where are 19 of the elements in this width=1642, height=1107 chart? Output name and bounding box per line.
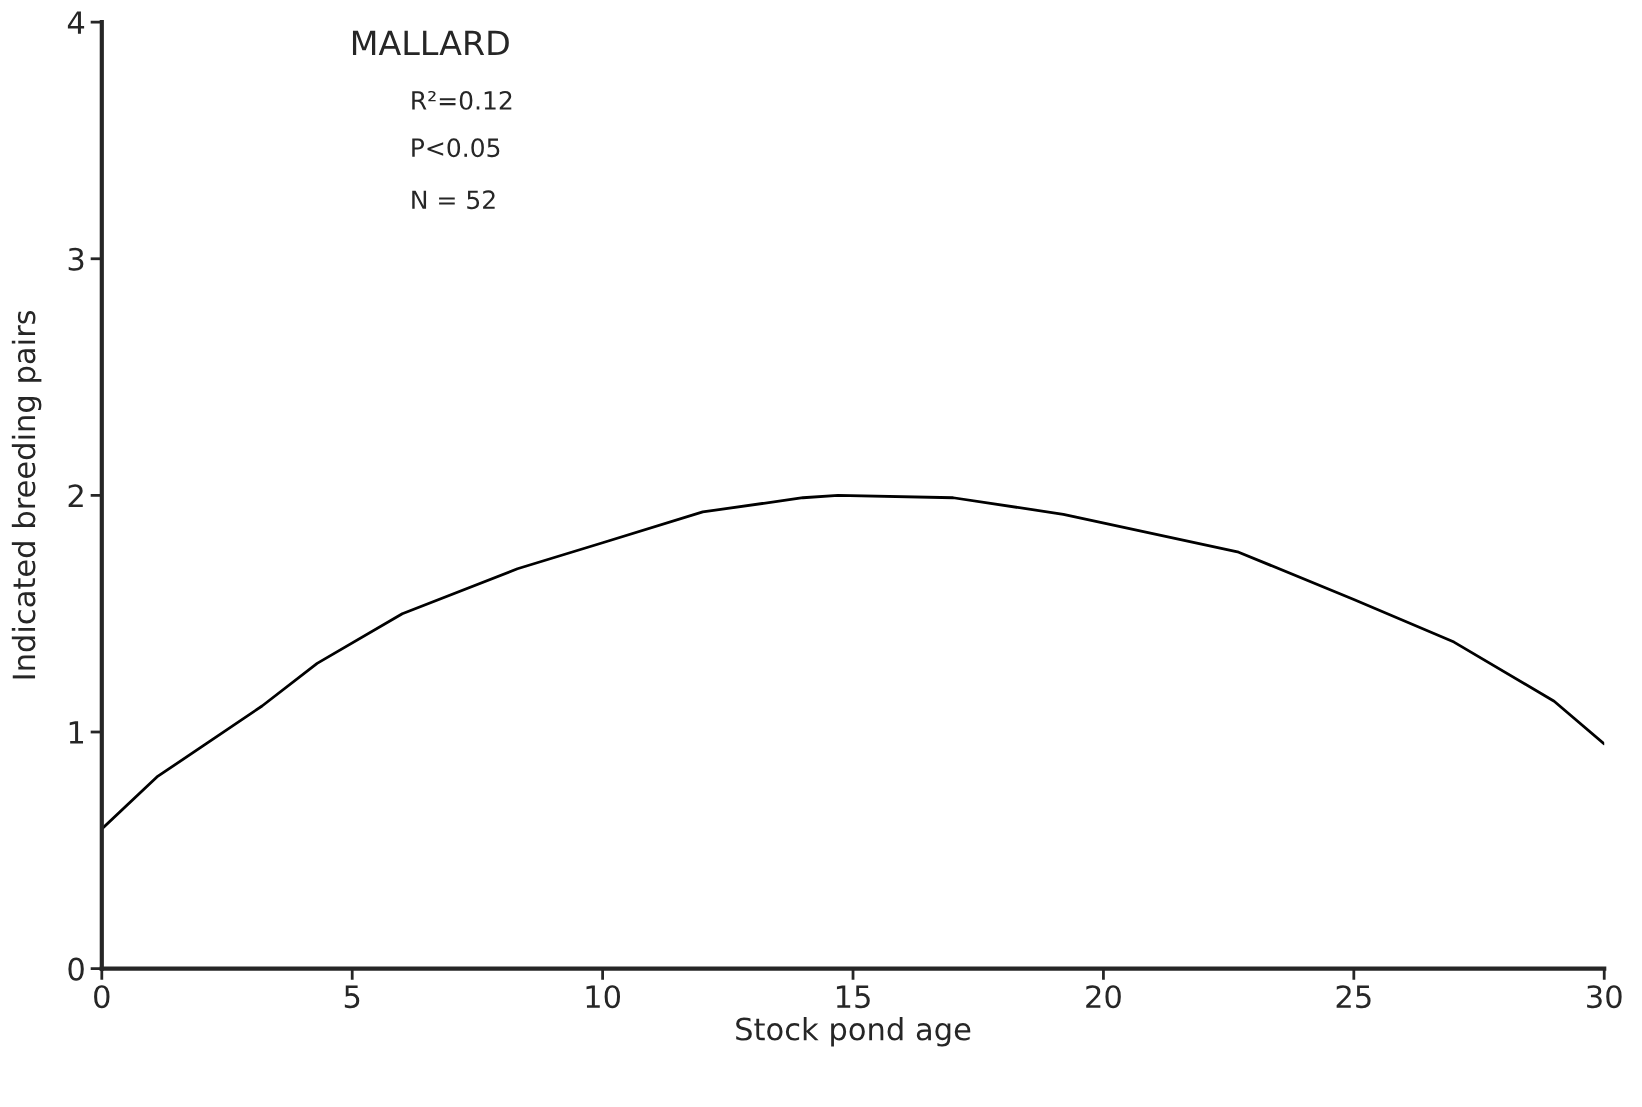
x-tick-label: 10 bbox=[586, 985, 621, 1009]
line-series bbox=[101, 493, 1605, 831]
x-tick-label: 20 bbox=[1086, 985, 1121, 1009]
x-tick-label: 25 bbox=[1336, 985, 1371, 1009]
x-tick-label: 15 bbox=[836, 985, 870, 1009]
annotation: N = 52 bbox=[412, 190, 495, 210]
annotation: R²=0.12 bbox=[412, 90, 512, 110]
x-tick-label: 5 bbox=[344, 985, 360, 1009]
y-axis-title: Indicated breeding pairs bbox=[11, 310, 42, 679]
x-tick-label: 30 bbox=[1587, 985, 1622, 1009]
y-tick-label: 1 bbox=[69, 721, 84, 744]
annotation: MALLARD bbox=[352, 30, 509, 55]
x-axis-title: Stock pond age bbox=[736, 1016, 971, 1047]
x-tick-label: 0 bbox=[94, 985, 110, 1009]
annotation: P<0.05 bbox=[412, 138, 500, 158]
y-tick-label: 0 bbox=[68, 957, 84, 981]
y-tick-label: 2 bbox=[68, 484, 83, 507]
y-tick-label: 4 bbox=[67, 11, 85, 34]
y-tick-label: 3 bbox=[68, 247, 84, 271]
